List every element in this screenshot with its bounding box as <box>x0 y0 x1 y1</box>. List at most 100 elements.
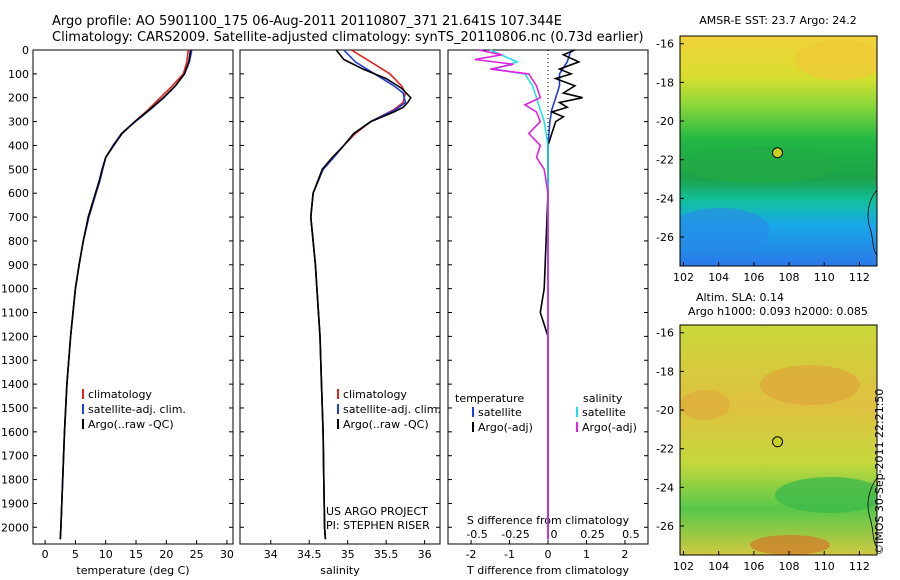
map-lon-label: 104 <box>708 271 729 284</box>
depth-tick-label: 200 <box>8 92 29 105</box>
temp-x-tick-label: 30 <box>220 548 234 561</box>
map-lon-label: 102 <box>673 560 694 573</box>
depth-tick-label: 400 <box>8 139 29 152</box>
temp-x-tick-label: 10 <box>99 548 113 561</box>
diff-legend-header: temperature <box>455 392 524 405</box>
diff-s-tick-label: -0.25 <box>501 528 529 541</box>
depth-tick-label: 1300 <box>1 354 29 367</box>
temp-legend-label: Argo(..raw -QC) <box>88 418 174 431</box>
map-lat-label: -18 <box>656 76 674 89</box>
depth-tick-label: 1400 <box>1 378 29 391</box>
sla-map-subtitle: Argo h1000: 0.093 h2000: 0.085 <box>688 305 868 318</box>
sla-high-patch-west <box>680 390 730 420</box>
map-lon-label: 102 <box>673 271 694 284</box>
temp-x-tick-label: 20 <box>159 548 173 561</box>
map-lat-label: -22 <box>656 443 674 456</box>
map-lon-label: 112 <box>849 560 870 573</box>
diff-legend-label: satellite <box>582 406 626 419</box>
diff-legend-header: salinity <box>583 392 623 405</box>
diff-t-axis-label: T difference from climatology <box>466 564 629 577</box>
depth-tick-label: 800 <box>8 235 29 248</box>
depth-tick-label: 2000 <box>1 521 29 534</box>
diff-legend-label: Argo(-adj) <box>478 421 533 434</box>
depth-tick-label: 0 <box>22 44 29 57</box>
diff-s-tick-label: 0 <box>551 528 558 541</box>
temp-x-axis-label: temperature (deg C) <box>76 564 189 577</box>
temp-x-tick-label: 0 <box>42 548 49 561</box>
sst-warm-band <box>680 147 840 183</box>
diff-x-tick-label: -1 <box>504 548 515 561</box>
depth-tick-label: 1100 <box>1 307 29 320</box>
sst-map: 102 104 106 108 110 112 -16 -18 -20 -22 -24 -26 AMS… <box>656 14 878 284</box>
diff-series-line <box>474 49 549 540</box>
map-lat-label: -26 <box>656 231 674 244</box>
map-lat-label: -16 <box>656 327 674 340</box>
sal-legend-label: satellite-adj. clim. <box>343 403 441 416</box>
sla-map-title: Altim. SLA: 0.14 <box>696 291 784 304</box>
map-lat-label: -20 <box>656 115 674 128</box>
map-lat-label: -18 <box>656 365 674 378</box>
map-lat-label: -24 <box>656 192 674 205</box>
temp-legend-label: climatology <box>88 388 152 401</box>
sst-warm-patch <box>795 40 877 80</box>
diff-x-tick-label: 0 <box>545 548 552 561</box>
diff-s-tick-label: -0.5 <box>466 528 487 541</box>
sst-map-axes: 102 104 106 108 110 112 -16 -18 -20 -22 -24 -26 <box>656 38 870 284</box>
argo-location-marker <box>772 147 784 159</box>
temp-series-line <box>59 49 192 540</box>
temperature-profile-panel: 0100200300400500600700800900100011001200… <box>1 44 234 577</box>
depth-tick-label: 1200 <box>1 330 29 343</box>
sst-cold-patch <box>680 208 770 252</box>
temp-x-tick-label: 15 <box>129 548 143 561</box>
temp-plot-frame <box>32 49 234 545</box>
difference-profile-panel: -2 -1 0 1 2-0.5 -0.25 0 0.25 0.5S difference fro… <box>447 49 649 577</box>
map-lat-label: -24 <box>656 481 674 494</box>
diff-s-tick-label: 0.5 <box>622 528 640 541</box>
sal-series-line <box>309 49 412 540</box>
sla-map-axes: 102 104 106 108 110 112 -16 -18 -20 -22 -24 -26 <box>656 327 870 573</box>
sla-high-patch <box>760 365 860 405</box>
map-lon-label: 110 <box>814 271 835 284</box>
temp-x-tick-label: 5 <box>72 548 79 561</box>
diff-x-tick-label: -2 <box>466 548 477 561</box>
sal-x-tick-label: 35 <box>341 548 355 561</box>
map-lat-label: -16 <box>656 38 674 51</box>
sal-x-tick-label: 36 <box>418 548 432 561</box>
map-lat-label: -26 <box>656 520 674 533</box>
diff-legend-label: satellite <box>478 406 522 419</box>
map-lon-label: 104 <box>708 560 729 573</box>
project-annotation: US ARGO PROJECT <box>326 505 428 518</box>
sal-x-tick-label: 34.5 <box>297 548 322 561</box>
map-lon-label: 106 <box>743 560 764 573</box>
diff-x-tick-label: 1 <box>583 548 590 561</box>
depth-tick-label: 100 <box>8 68 29 81</box>
profile-title: Argo profile: AO 5901100_175 06-Aug-2011… <box>52 14 562 29</box>
sal-x-axis-label: salinity <box>320 564 360 577</box>
imos-timestamp: ©IMOS 30-Sep-2011 22:21:50 <box>873 388 886 555</box>
depth-tick-label: 1700 <box>1 450 29 463</box>
map-lat-label: -22 <box>656 154 674 167</box>
map-lon-label: 112 <box>849 271 870 284</box>
sst-map-frame <box>679 35 878 267</box>
map-lon-label: 108 <box>779 560 800 573</box>
sla-map: 102 104 106 108 110 112 -16 -18 -20 -22 -24 -26 Alt… <box>656 291 878 573</box>
map-lat-label: -20 <box>656 404 674 417</box>
depth-tick-label: 300 <box>8 116 29 129</box>
climatology-subtitle: Climatology: CARS2009. Satellite-adjuste… <box>52 30 644 45</box>
depth-tick-label: 1900 <box>1 497 29 510</box>
sla-high-patch-south <box>750 535 830 555</box>
map-lon-label: 106 <box>743 271 764 284</box>
map-lon-label: 110 <box>814 560 835 573</box>
depth-tick-label: 1600 <box>1 426 29 439</box>
sla-map-frame <box>679 324 878 556</box>
depth-tick-label: 1000 <box>1 283 29 296</box>
diff-series-line <box>539 49 583 540</box>
map-lon-label: 108 <box>779 271 800 284</box>
sal-plot-frame <box>239 49 441 545</box>
sst-coastline <box>867 189 877 256</box>
diff-legend-label: Argo(-adj) <box>582 421 637 434</box>
sal-legend-label: climatology <box>343 388 407 401</box>
salinity-profile-panel: 34 34.5 35 35.5 36 salinity climatology satelli… <box>239 49 441 577</box>
depth-tick-label: 700 <box>8 211 29 224</box>
sal-x-tick-label: 34 <box>264 548 278 561</box>
